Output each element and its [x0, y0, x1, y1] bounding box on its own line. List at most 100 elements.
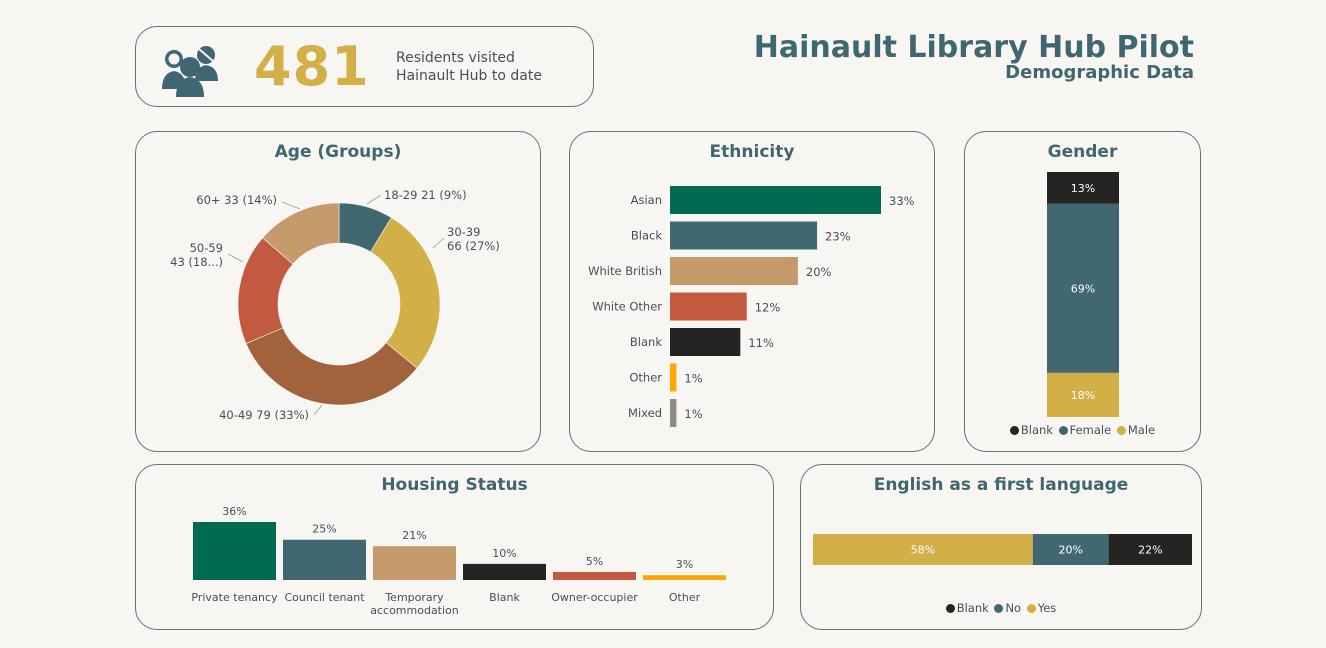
donut-label: 50-59 43 (18...) — [170, 241, 223, 269]
bar-Asian — [670, 186, 881, 214]
category-label: Black — [631, 229, 662, 243]
bar-Mixed — [670, 399, 677, 427]
value-label: 20% — [806, 265, 832, 279]
age-chart-title: Age (Groups) — [274, 142, 402, 162]
category-label: Blank — [630, 335, 662, 349]
english-chart-title: English as a first language — [873, 475, 1129, 495]
value-label: 21% — [402, 529, 426, 542]
legend-dot — [945, 604, 955, 613]
gender-stacked-bar: 13% 69% 18% — [1047, 172, 1119, 417]
english-stacked-bar: 58% 20% 22% — [813, 534, 1192, 565]
ethnicity-card: Ethnicity Asian 33% Black 23% White British 2… — [569, 131, 935, 452]
bar-Black — [670, 221, 818, 250]
gender-legend: Blank Female Male — [965, 423, 1200, 437]
bar-temporary-accommodation — [373, 546, 456, 580]
label-leader-line — [227, 253, 244, 263]
value-label: 25% — [312, 523, 336, 536]
value-label: 1% — [684, 407, 702, 421]
housing-bar-chart: 36% Private tenancy 25% Council tenant 21% Te… — [191, 505, 726, 617]
label-leader-line — [281, 201, 301, 210]
segment-label: 22% — [1138, 544, 1162, 557]
bar-council-tenant — [283, 539, 366, 580]
legend-label: No — [1005, 601, 1022, 615]
english-legend: Blank No Yes — [801, 601, 1201, 615]
segment-label: 18% — [1071, 389, 1095, 402]
bar-private-tenancy — [193, 522, 276, 580]
value-label: 11% — [748, 336, 774, 350]
gender-card: Gender 13% 69% 18% Blank Female Male — [964, 131, 1201, 452]
value-label: 5% — [586, 555, 603, 568]
legend-dot — [1116, 426, 1126, 435]
legend-dot — [1058, 426, 1068, 435]
bar-other — [643, 575, 726, 580]
category-label: Temporary accommodation — [370, 591, 459, 617]
value-label: 36% — [222, 505, 246, 518]
segment-label: 20% — [1058, 544, 1082, 557]
bar-Blank — [670, 328, 741, 356]
segment-label: 13% — [1071, 182, 1095, 195]
value-label: 1% — [684, 372, 702, 386]
bar-White British — [670, 257, 798, 285]
legend-item-male: Male — [1116, 423, 1156, 437]
value-label: 3% — [676, 558, 693, 571]
donut-label: 60+ 33 (14%) — [196, 193, 277, 207]
category-label: Other — [629, 371, 662, 385]
category-label: Other — [669, 591, 701, 604]
bar-owner-occupier — [553, 571, 636, 580]
legend-item-blank: Blank — [945, 601, 989, 615]
age-donut-chart: 18-29 21 (9%) 30-39 66 (27%) 40-49 79 (33%)… — [170, 188, 500, 422]
value-label: 23% — [825, 230, 851, 244]
category-label: Owner-occupier — [551, 591, 638, 604]
category-label: White Other — [592, 300, 662, 314]
legend-label: Male — [1127, 423, 1156, 437]
housing-card: Housing Status 36% Private tenancy 25% Coun… — [135, 464, 774, 630]
legend-item-yes: Yes — [1026, 601, 1057, 615]
legend-label: Blank — [956, 601, 989, 615]
category-label: Council tenant — [284, 591, 365, 604]
donut-label: 30-39 66 (27%) — [447, 225, 500, 253]
segment-female — [1047, 203, 1119, 373]
label-leader-line — [313, 404, 323, 416]
legend-label: Yes — [1037, 601, 1057, 615]
segment-blank — [1108, 534, 1192, 565]
category-label: Mixed — [628, 406, 662, 420]
legend-item-blank: Blank — [1009, 423, 1053, 437]
legend-label: Female — [1069, 423, 1112, 437]
bar-blank — [463, 563, 546, 580]
bar-White Other — [670, 292, 747, 321]
housing-chart-title: Housing Status — [381, 475, 528, 495]
age-card: Age (Groups) 18-29 21 (9%) 30-39 66 (27%) 4… — [135, 131, 541, 452]
kpi-label: Residents visited Hainault Hub to date — [396, 50, 542, 84]
category-label: Blank — [489, 591, 520, 604]
page-title: Hainault Library Hub Pilot — [753, 30, 1194, 65]
label-leader-line — [432, 237, 445, 249]
kpi-card: 481 Residents visited Hainault Hub to da… — [135, 26, 594, 107]
donut-slice-40-49 — [245, 327, 418, 406]
legend-label: Blank — [1020, 423, 1053, 437]
bar-Other — [670, 363, 677, 392]
gender-chart-title: Gender — [1047, 142, 1118, 162]
value-label: 12% — [755, 301, 781, 315]
users-icon — [160, 41, 224, 101]
legend-dot — [1026, 604, 1036, 613]
ethnicity-chart-title: Ethnicity — [709, 142, 795, 162]
segment-no — [1032, 534, 1109, 565]
ethnicity-bar-chart: Asian 33% Black 23% White British 20% White Ot… — [588, 186, 915, 427]
value-label: 10% — [492, 547, 516, 560]
label-leader-line — [366, 194, 382, 205]
donut-slice-30-39 — [370, 217, 441, 369]
value-label: 33% — [889, 194, 915, 208]
segment-male — [1047, 372, 1119, 417]
english-card: English as a first language 58% 20% 22% Bl… — [800, 464, 1202, 630]
donut-slice-60+ — [262, 202, 340, 265]
category-label: Private tenancy — [191, 591, 278, 604]
page-subtitle: Demographic Data — [1005, 62, 1194, 83]
segment-label: 69% — [1071, 282, 1095, 295]
legend-item-no: No — [994, 601, 1021, 615]
segment-yes — [813, 534, 1033, 565]
legend-dot — [994, 604, 1004, 613]
category-label: White British — [588, 264, 662, 278]
segment-blank — [1047, 172, 1119, 204]
donut-label: 18-29 21 (9%) — [384, 188, 467, 202]
kpi-value: 481 — [254, 35, 370, 98]
